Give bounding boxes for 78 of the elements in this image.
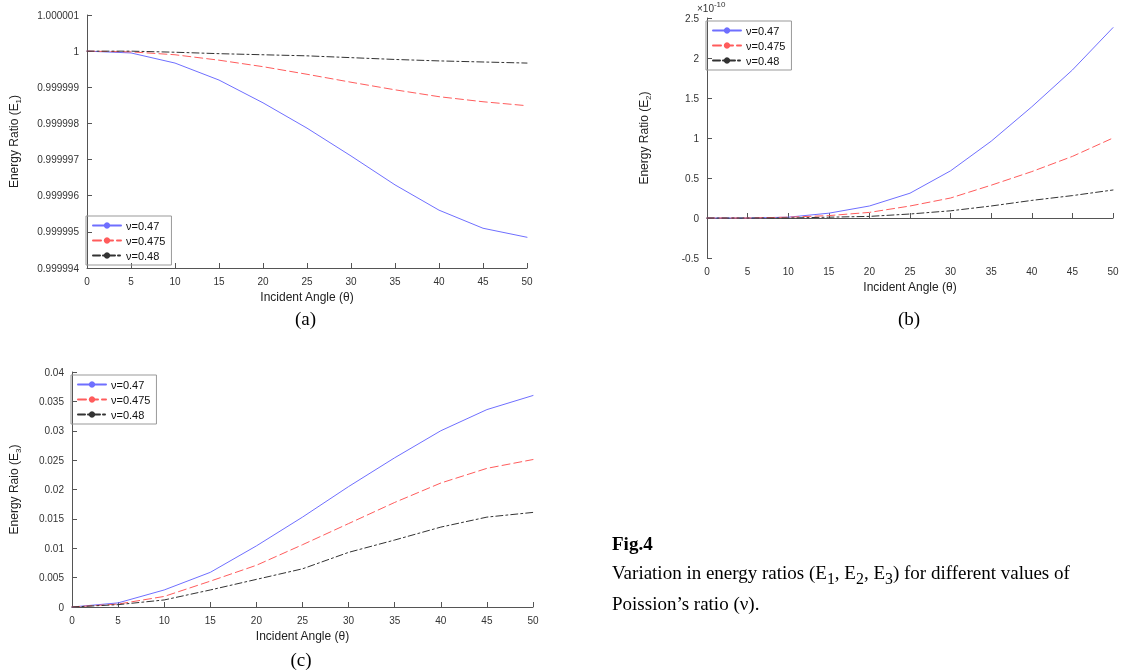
x-tick-label: 10 [158,614,171,626]
legend-label: ν=0.48 [126,249,160,262]
x-tick-label: 0 [704,265,711,277]
x-axis-title: Incident Angle (θ) [260,289,354,304]
x-tick-label: 0 [84,275,91,287]
y-tick-label: 1 [73,45,80,57]
y-tick-label: 0.02 [44,484,65,495]
x-tick-label: 25 [296,614,309,626]
x-tick-label: 45 [1066,265,1079,277]
y-tick-label: 0.999994 [37,262,80,274]
x-axis-title: Incident Angle (θ) [863,279,957,294]
x-tick-label: 5 [744,265,751,277]
x-tick-label: 10 [169,275,181,287]
y-tick-label: -0.5 [681,252,700,264]
x-tick-label: 35 [389,275,401,287]
x-tick-label: 35 [985,265,998,277]
text: Fig.4 [612,532,654,556]
x-tick-label: 10 [782,265,795,277]
y-tick-label: 0.03 [44,425,65,437]
x-axis-title: Incident Angle (θ) [255,628,350,643]
x-tick-label: 15 [204,614,217,626]
y-tick-label: 1 [693,132,700,144]
x-tick-label: 35 [389,614,401,626]
y-tick-label: 0.025 [38,454,65,466]
x-tick-label: 25 [904,265,916,277]
x-tick-label: 50 [527,614,539,626]
y-tick-label: 2 [693,52,700,64]
x-tick-label: 40 [433,275,445,287]
x-tick-label: 5 [128,275,135,287]
x-tick-label: 45 [481,614,493,626]
legend-label: ν=0.475 [111,393,151,406]
y-tick-label: 0.999997 [37,154,80,166]
text: (c) [290,649,312,671]
text: (a) [295,308,317,330]
x-tick-label: 20 [257,275,269,287]
legend-label: ν=0.475 [126,234,166,247]
y-tick-label: 0.01 [44,542,65,554]
line-series [706,189,1114,219]
x-tick-label: 50 [521,275,533,287]
x-tick-label: 45 [477,275,489,287]
text: (b) [898,308,921,330]
y-tick-label: 0.04 [44,366,65,378]
y-tick-label: 1.5 [685,92,700,104]
y-tick-label: 0.5 [685,172,700,184]
x-tick-label: 15 [213,275,225,287]
y-tick-label: 0.999996 [37,190,80,202]
y-tick-label: 2.5 [685,12,700,24]
y-tick-label: 0.999999 [37,81,80,93]
legend-label: ν=0.475 [746,39,786,52]
y-tick-label: 0.005 [38,572,65,584]
legend-label: ν=0.47 [111,378,145,391]
x-tick-label: 20 [250,614,263,626]
y-tick-label: 0.015 [38,513,65,525]
y-tick-label: 0 [693,212,700,224]
x-tick-label: 20 [863,265,876,277]
x-tick-label: 15 [823,265,835,277]
legend-label: ν=0.47 [746,24,780,37]
y-tick-label: 1.000001 [37,9,80,21]
x-tick-label: 30 [345,275,357,287]
y-tick-label: 0.035 [38,395,65,407]
y-axis-title: Energy Raio (E3) [7,444,23,535]
text: Variation in energy ratios (E$_{1}$, E$_{2}$, E$_{3}$) for different values of Poission’s ratio (ν). [612,561,1070,615]
x-tick-label: 30 [945,265,957,277]
x-tick-label: 50 [1107,265,1119,277]
x-tick-label: 40 [435,614,447,626]
y-tick-label: 0 [58,601,65,613]
x-tick-label: 25 [301,275,313,287]
y-axis-title: Energy Ratio (E1) [7,94,23,189]
legend-label: ν=0.48 [111,408,145,421]
x-tick-label: 40 [1026,265,1038,277]
y-tick-label: 0.999998 [37,117,80,129]
x-tick-label: 5 [115,614,122,626]
line-series [86,50,528,64]
y-axis-title: Energy Ratio (E2) [637,91,653,185]
x-tick-label: 30 [343,614,355,626]
legend-label: ν=0.47 [126,219,160,232]
legend-label: ν=0.48 [746,54,780,67]
y-tick-label: 0.999995 [37,226,80,238]
